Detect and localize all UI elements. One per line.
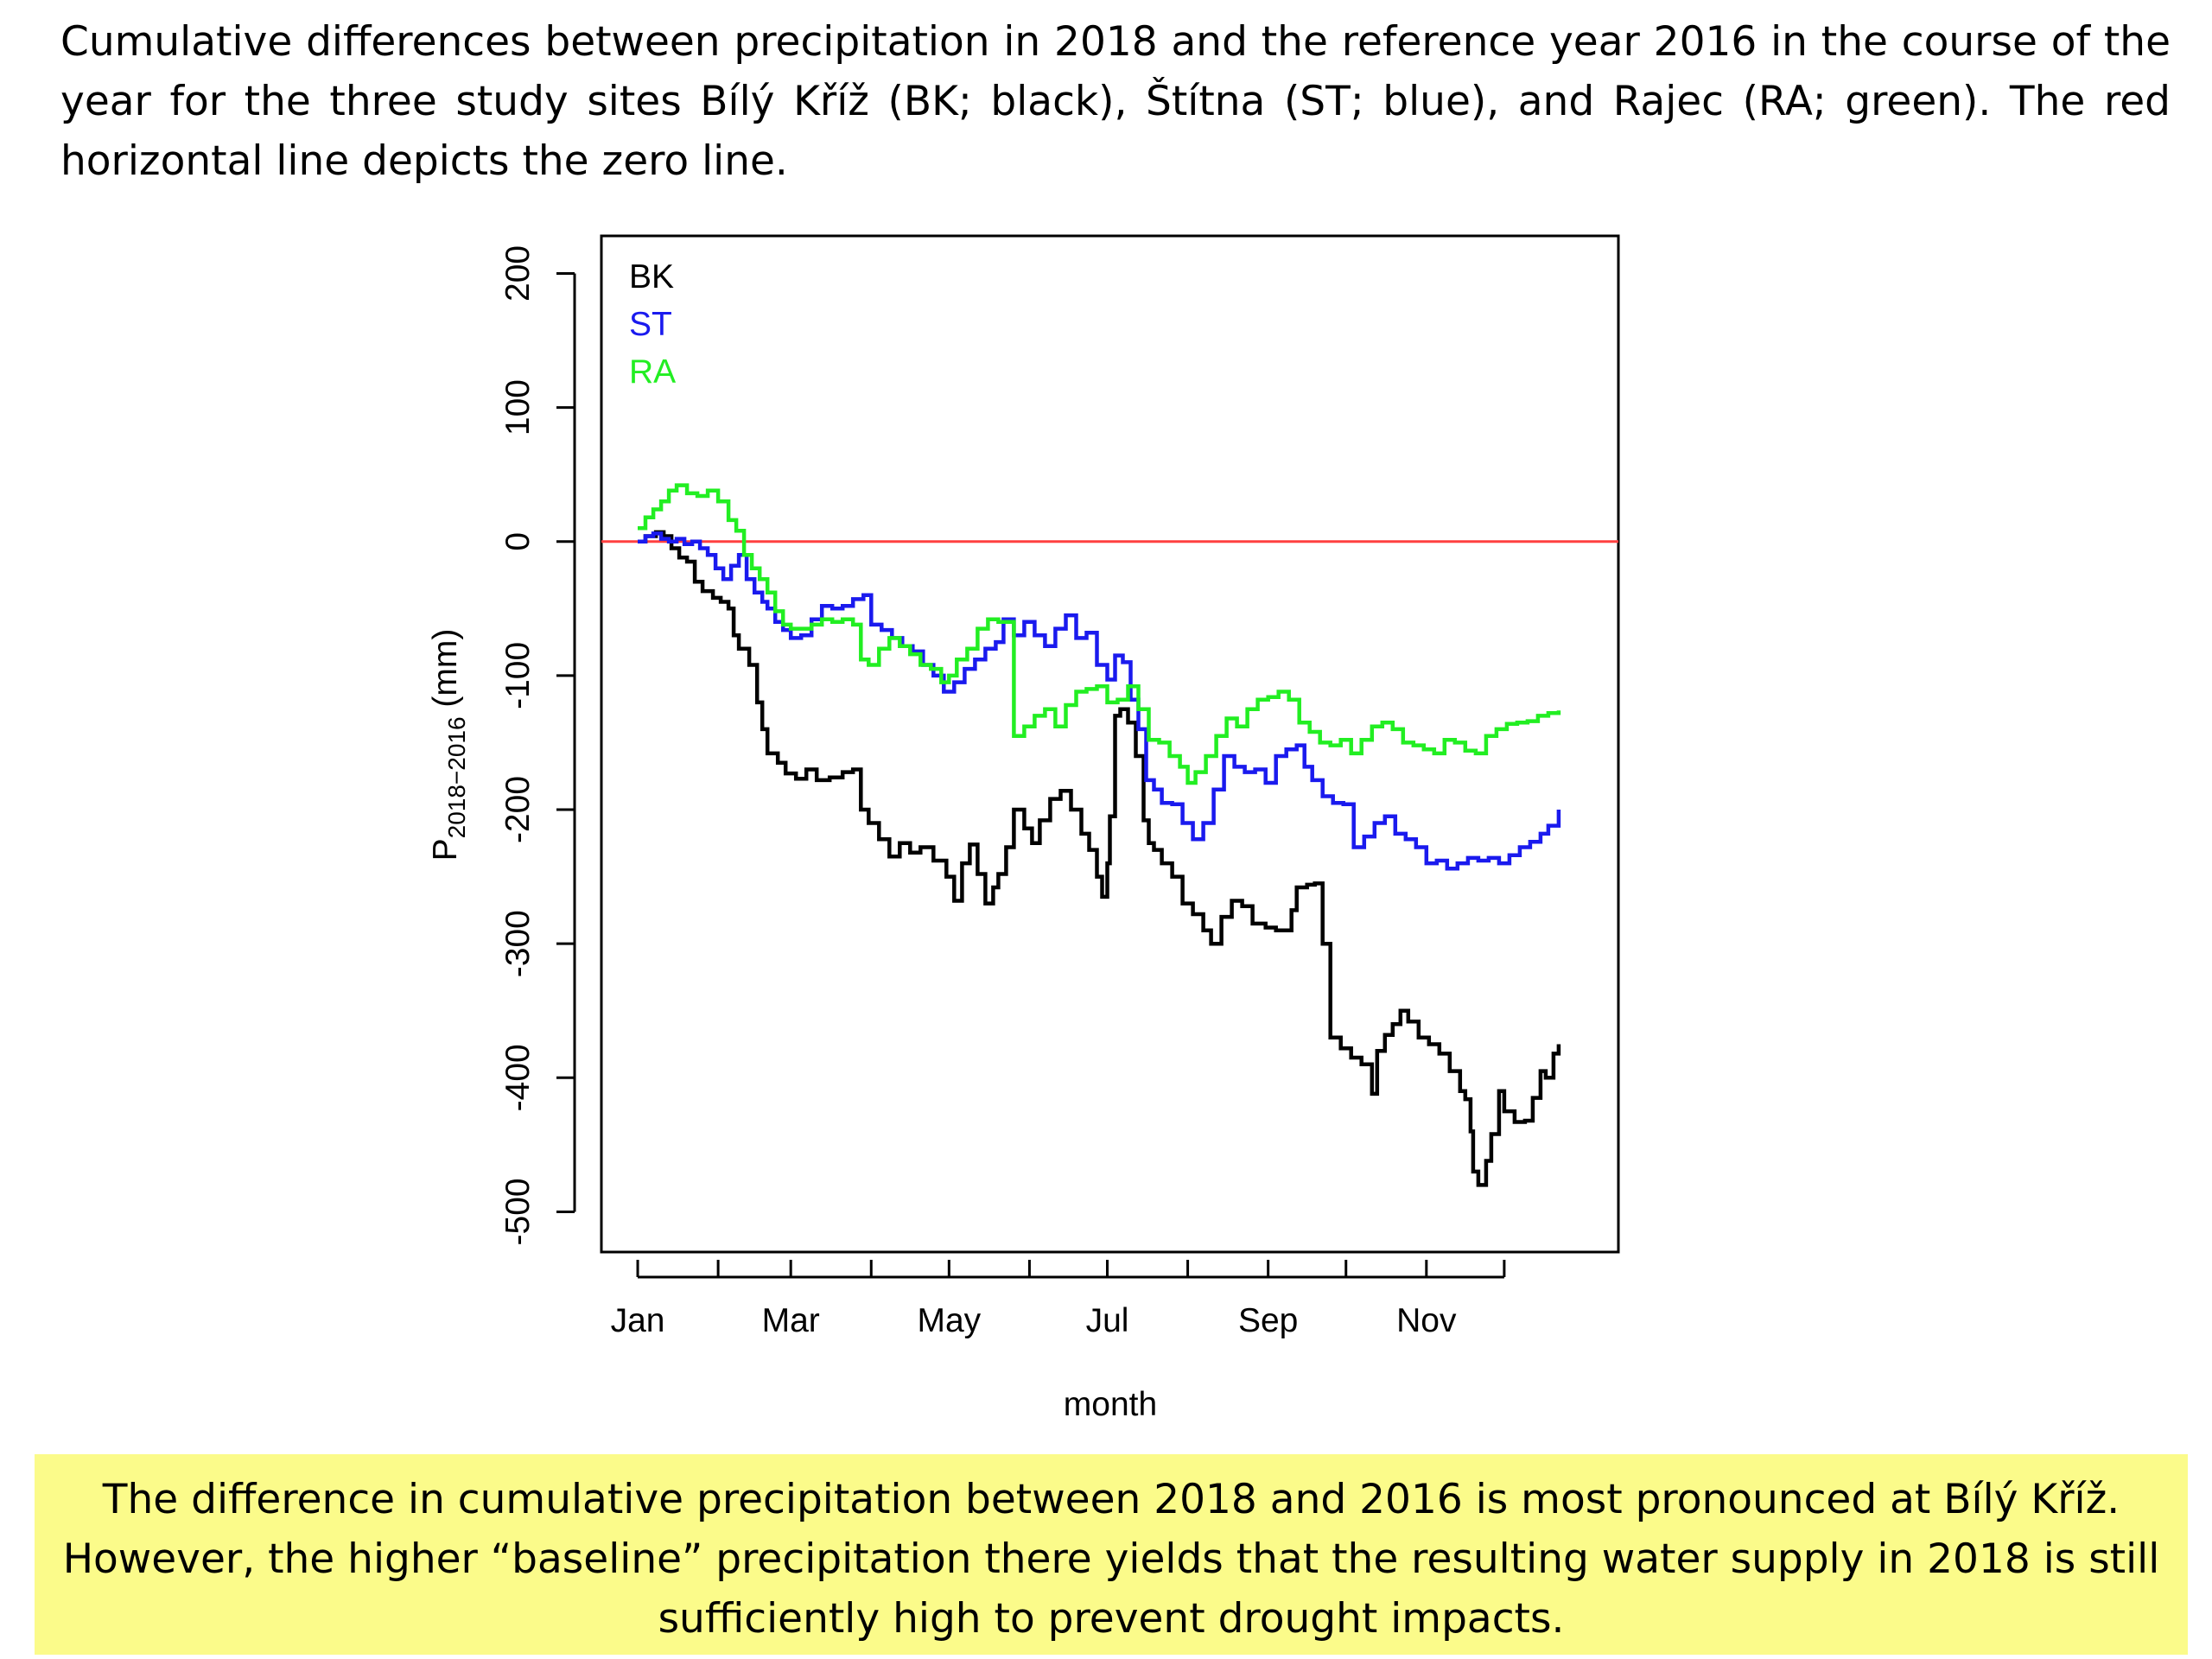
x-tick-label: Nov (1396, 1302, 1457, 1339)
y-tick-label: 0 (499, 532, 537, 551)
conclusion-text: The difference in cumulative precipitati… (62, 1476, 2160, 1643)
series-line-st (638, 531, 1561, 871)
legend-entry-ra: RA (629, 353, 676, 391)
series-line-ra (638, 483, 1561, 785)
y-tick-label: 200 (499, 245, 537, 302)
data-series (638, 483, 1561, 1187)
legend: BK ST RA (629, 258, 676, 391)
y-tick-label: -300 (499, 910, 537, 977)
y-axis-label-subscript: 2018−2016 (443, 716, 470, 838)
y-axis-label-unit: (mm) (427, 629, 464, 717)
x-tick-label: Sep (1238, 1302, 1298, 1339)
x-tick-label: May (917, 1302, 981, 1339)
y-tick-label: 100 (499, 379, 537, 435)
figure-caption: Cumulative differences between precipita… (60, 18, 2171, 185)
conclusion-note: The difference in cumulative precipitati… (35, 1454, 2188, 1655)
y-tick-label: -200 (499, 776, 537, 843)
y-tick-label: -400 (499, 1044, 537, 1111)
x-tick-label: Jul (1086, 1302, 1129, 1339)
x-tick-label: Mar (762, 1302, 820, 1339)
y-axis-label: P2018−2016 (mm) (427, 629, 470, 861)
series-line-bk (638, 530, 1561, 1187)
plot-frame (600, 234, 1620, 1254)
y-tick-label: -100 (499, 642, 537, 709)
legend-entry-bk: BK (629, 258, 674, 296)
y-axis-label-main: P (427, 838, 464, 861)
y-axis: 200 100 0 -100 -200 -300 -400 -500 (499, 245, 576, 1245)
y-tick-label: -500 (499, 1178, 537, 1245)
x-axis: Jan Mar May Jul Sep Nov (611, 1260, 1506, 1339)
x-axis-label: month (1064, 1386, 1157, 1423)
legend-entry-st: ST (629, 306, 672, 343)
x-tick-label: Jan (611, 1302, 665, 1339)
